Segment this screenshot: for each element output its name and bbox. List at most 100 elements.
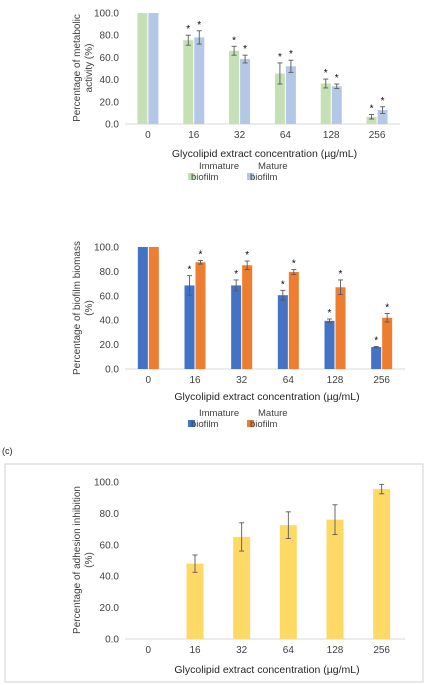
c0-legend-label: Mature biofilm (250, 161, 288, 183)
c1-legend-label-line: Mature (258, 408, 288, 419)
c1-y-axis-label-line: Percentage of biofilm biomass (72, 241, 83, 375)
c1-bar (137, 247, 148, 369)
c0-legend-label-line: biofilm (250, 172, 278, 183)
c1-bar (195, 262, 206, 369)
c0-y-tick-label: 100.0 (94, 9, 119, 20)
c1-legend-label-line: biofilm (191, 419, 219, 430)
c2-y-axis-label-line: (%) (84, 552, 95, 568)
c0-bar (229, 50, 240, 124)
c1-x-tick-label: 0 (146, 375, 152, 386)
c0-y-axis-label-line: activity (%) (84, 44, 95, 93)
c0-y-tick-label: 80.0 (100, 31, 120, 42)
c1-bar (371, 347, 382, 369)
c1-bar (324, 320, 335, 369)
c0-bar (285, 66, 296, 124)
c1-y-tick-label: 60.0 (100, 291, 120, 302)
c2-x-tick-label: 256 (373, 645, 390, 656)
c2-x-tick-label: 128 (327, 645, 344, 656)
c2-bar (279, 525, 297, 639)
panel-label-c: (c) (2, 446, 13, 456)
c1-y-tick-label: 0.0 (105, 365, 119, 376)
c1-y-axis-label: Percentage of biofilm biomass(%) (72, 241, 95, 375)
c0-x-tick-label: 128 (323, 130, 340, 141)
c0-y-tick-label: 20.0 (100, 97, 120, 108)
c0-significance-marker: * (324, 68, 328, 79)
c0-legend-label: Immature biofilm (191, 161, 239, 183)
c2-y-axis-label: Percentage of adhesion inhibition(%) (72, 486, 95, 634)
c0-bar (148, 13, 159, 124)
c2-x-tick-label: 16 (189, 645, 201, 656)
c1-significance-marker: * (292, 259, 296, 270)
c0-y-tick-label: 60.0 (100, 53, 120, 64)
c0-bar (274, 73, 285, 124)
c2-y-axis-label-line: Percentage of adhesion inhibition (72, 486, 83, 634)
c1-significance-marker: * (339, 269, 343, 280)
c1-bar (382, 317, 393, 369)
c1-significance-marker: * (199, 249, 203, 260)
c0-significance-marker: * (278, 52, 282, 63)
c2-bar (186, 563, 204, 639)
c0-legend-swatch (188, 173, 195, 180)
c1-legend-label-line: biofilm (250, 419, 278, 430)
c2-y-tick-label: 60.0 (100, 540, 120, 551)
c0-significance-marker: * (197, 20, 201, 31)
c0-significance-marker: * (243, 44, 247, 55)
c0-legend-swatch (247, 173, 254, 180)
c1-legend-label: Mature biofilm (250, 408, 288, 430)
c0-significance-marker: * (232, 35, 236, 46)
c2-x-tick-label: 0 (146, 645, 152, 656)
c0-bar (194, 37, 205, 124)
c0-significance-marker: * (186, 24, 190, 35)
c1-bar (148, 247, 159, 369)
c0-x-tick-label: 16 (188, 130, 200, 141)
c1-y-axis-label-line: (%) (84, 300, 95, 316)
c1-x-tick-label: 64 (283, 375, 295, 386)
c0-significance-marker: * (381, 96, 385, 107)
c2-bar (373, 489, 391, 639)
c1-legend-label: Immature biofilm (191, 408, 239, 430)
c0-x-tick-label: 0 (145, 130, 151, 141)
c1-bar (184, 285, 195, 369)
c0-x-tick-label: 64 (280, 130, 292, 141)
c0-y-axis-label-line: Percentage of metabolic (72, 14, 83, 122)
c2-y-tick-label: 80.0 (100, 509, 120, 520)
c0-x-axis-label: Glycolipid extract concentration (µg/mL) (172, 148, 357, 160)
c0-y-axis-label: Percentage of metabolicactivity (%) (72, 14, 95, 122)
c2-chart-border (4, 463, 424, 683)
c1-bar (335, 287, 346, 369)
chart-panel-metabolic-activity: 0.0 20.0 40.0 60.0 80.0 100.0 Percentage of me… (0, 0, 428, 200)
c2-y-tick-label: 20.0 (100, 603, 120, 614)
c2-y-tick-label: 40.0 (100, 572, 120, 583)
c0-bar (240, 59, 251, 124)
c2-bar (233, 536, 251, 639)
c1-significance-marker: * (245, 250, 249, 261)
c1-legend-label-line: Immature (199, 408, 239, 419)
c2-y-tick-label: 0.0 (105, 635, 119, 646)
c0-x-tick-label: 256 (369, 130, 386, 141)
c0-bar (377, 110, 388, 124)
c0-bar (320, 83, 331, 124)
c1-significance-marker: * (328, 308, 332, 319)
c0-significance-marker: * (370, 104, 374, 115)
c0-bar (331, 86, 342, 124)
c1-legend-swatch (188, 420, 195, 427)
c1-y-tick-label: 20.0 (100, 340, 120, 351)
c2-x-axis-label: Glycolipid extract concentration (µg/mL) (174, 664, 359, 676)
c1-significance-marker: * (385, 302, 389, 313)
c1-bar (288, 272, 299, 369)
c0-x-tick-label: 32 (234, 130, 246, 141)
c1-x-axis-label: Glycolipid extract concentration (µg/mL) (174, 391, 359, 403)
c1-y-tick-label: 80.0 (100, 267, 120, 278)
c0-legend-label-line: Immature (199, 161, 239, 172)
c2-x-tick-label: 32 (236, 645, 248, 656)
c1-significance-marker: * (188, 265, 192, 276)
c1-bar (231, 285, 242, 369)
c1-bar (242, 265, 253, 369)
chart-panel-adhesion-inhibition: 0.0 20.0 40.0 60.0 80.0 100.0 Percentage of ad… (0, 462, 428, 685)
c0-bar (137, 13, 148, 124)
c0-bar (183, 40, 194, 124)
c2-x-tick-label: 64 (283, 645, 295, 656)
c1-significance-marker: * (281, 279, 285, 290)
